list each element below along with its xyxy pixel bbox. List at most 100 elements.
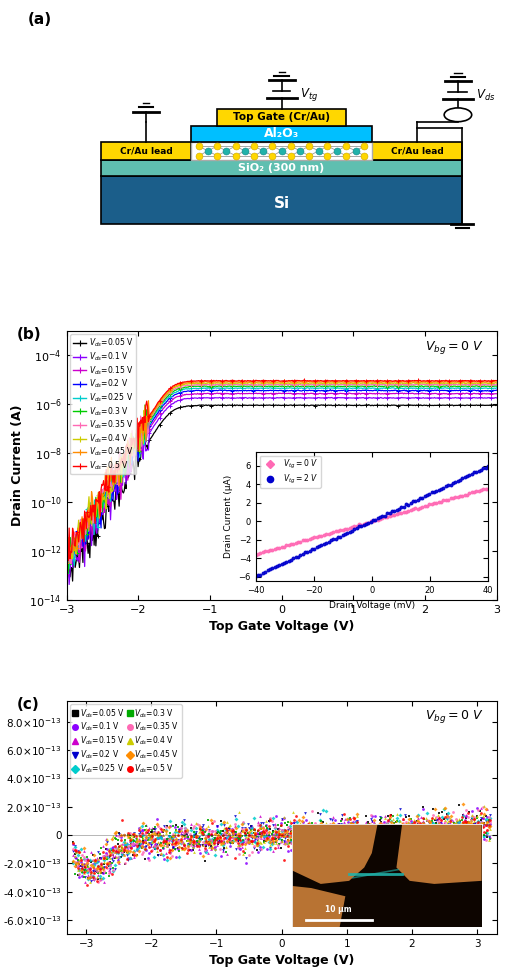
Point [130, 833, 138, 848]
Point [450, 822, 458, 838]
Point [354, 836, 362, 851]
Point [344, 840, 352, 855]
Point [482, 811, 490, 827]
Point [235, 826, 243, 842]
Point [453, 817, 461, 833]
Point [237, 836, 245, 851]
Point [266, 811, 274, 826]
Point [219, 833, 227, 848]
Point [188, 842, 197, 857]
Point [203, 838, 211, 853]
Point [453, 820, 461, 836]
Point [244, 833, 252, 848]
Point [193, 835, 201, 850]
Point [180, 828, 188, 844]
Point [268, 826, 276, 842]
Point [195, 824, 203, 840]
Point [106, 864, 115, 880]
Point [483, 823, 491, 839]
Point [111, 839, 119, 854]
Point [402, 816, 411, 832]
Point [237, 827, 245, 843]
Point [474, 813, 482, 829]
Point [110, 862, 118, 878]
Point [406, 815, 414, 831]
Point [201, 835, 209, 850]
Point [396, 821, 404, 837]
Point [292, 835, 300, 850]
Point [73, 853, 81, 869]
Point [353, 813, 361, 829]
Point [114, 854, 122, 870]
Point [167, 831, 176, 847]
Point [195, 830, 203, 846]
Point [432, 816, 440, 832]
Point [281, 837, 289, 852]
Point [262, 832, 270, 847]
Point [229, 826, 237, 842]
Point [367, 824, 375, 840]
Point [462, 825, 471, 841]
Point [431, 823, 439, 839]
Point [112, 848, 120, 864]
Point [185, 833, 194, 848]
Point [212, 830, 221, 846]
Point [374, 822, 382, 838]
Point [284, 839, 292, 854]
Point [229, 834, 237, 849]
Point [223, 825, 231, 841]
Point [203, 835, 211, 850]
Point [389, 830, 397, 846]
Point [111, 845, 119, 860]
Point [92, 851, 100, 867]
Point [206, 827, 215, 843]
Point [278, 823, 286, 839]
Point [402, 822, 411, 838]
Point [75, 851, 83, 867]
Point [375, 822, 383, 838]
Point [217, 835, 225, 850]
Point [132, 837, 140, 852]
Point [292, 829, 300, 845]
Point [106, 847, 115, 863]
Point [328, 823, 336, 839]
Point [395, 819, 403, 835]
Point [368, 812, 376, 828]
Point [172, 834, 180, 849]
Point [100, 856, 109, 872]
Point [335, 819, 343, 835]
Point [372, 817, 380, 833]
Point [156, 829, 164, 845]
Point [198, 826, 206, 842]
Point [292, 823, 300, 839]
Point [349, 826, 357, 842]
Point [188, 833, 197, 848]
Point [374, 826, 382, 842]
Point [443, 807, 451, 822]
Point [238, 823, 246, 839]
Point [87, 867, 95, 883]
Point [180, 825, 188, 841]
Point [175, 844, 183, 859]
Point [453, 816, 461, 832]
Point [476, 823, 484, 839]
Point [434, 823, 442, 839]
Point [187, 828, 195, 844]
Point [166, 846, 174, 861]
Point [350, 826, 358, 842]
Point [378, 824, 387, 840]
Point [135, 833, 143, 848]
Point [320, 827, 328, 843]
Point [129, 847, 137, 863]
Point [159, 833, 167, 848]
Point [343, 826, 351, 842]
Point [121, 855, 130, 871]
Point [480, 828, 488, 844]
Point [333, 831, 342, 847]
Point [82, 877, 91, 892]
Point [471, 817, 479, 833]
Point [393, 833, 401, 848]
Point [251, 824, 260, 840]
Point [370, 811, 378, 827]
Point [332, 830, 340, 846]
